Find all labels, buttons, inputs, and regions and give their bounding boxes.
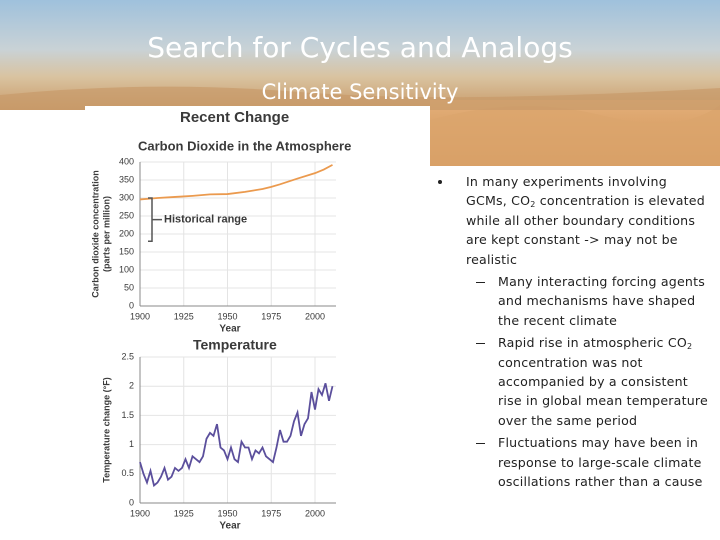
y-tick-label: 400 [119,156,134,166]
x-tick-label: 1925 [174,508,194,518]
sub-bullet: Many interacting forcing agents and mech… [432,272,708,330]
x-tick-label: 1900 [130,311,150,321]
panel-title: Recent Change [180,109,289,126]
y-tick-label: 2.5 [121,351,134,361]
annotation: Historical range [164,214,247,226]
text-run: Many interacting forcing agents and mech… [498,274,706,328]
y-tick-label: 150 [119,246,134,256]
dune-shape [0,86,720,110]
data-line [139,164,333,201]
y-tick-label: 0 [129,497,134,507]
bullet: In many experiments involving GCMs, CO2 … [432,172,708,269]
slide-title: Search for Cycles and Analogs [147,31,572,64]
text-run: Rapid rise in atmospheric CO [498,335,687,351]
y-tick-label: 0.5 [121,468,134,478]
x-tick-label: 1950 [217,508,237,518]
chart-title: Temperature [193,337,277,353]
sub-bullet: Rapid rise in atmospheric CO2 concentrat… [432,333,708,430]
sub-bullet: Fluctuations may have been in response t… [432,433,708,491]
y-tick-label: 250 [119,210,134,220]
subscript: 2 [686,342,693,352]
x-tick-label: 1975 [261,508,281,518]
x-axis-label: Year [219,521,240,532]
text-run: Fluctuations may have been in response t… [498,435,703,490]
text-run: concentration is elevated while all othe… [466,193,705,267]
x-tick-label: 2000 [305,311,325,321]
bullet-dot [438,180,442,184]
y-tick-label: 1.5 [121,410,134,420]
x-tick-label: 1950 [217,311,237,321]
y-axis-label: Carbon dioxide concentration [90,170,100,298]
bullet-dash [476,282,485,284]
y-tick-label: 1 [129,439,134,449]
y-tick-label: 350 [119,174,134,184]
y-tick-label: 2 [129,381,134,391]
y-tick-label: 200 [119,228,134,238]
chart-panel [85,106,430,540]
subscript: 2 [530,200,536,210]
y-tick-label: 100 [119,264,134,274]
slide-subtitle: Climate Sensitivity [262,80,459,104]
y-tick-label: 50 [124,282,134,292]
bullet-dash [476,443,485,445]
text-run: In many experiments involving GCMs, CO [466,174,667,209]
data-line [139,383,334,488]
x-tick-label: 1925 [174,311,194,321]
range-bracket [148,197,162,242]
x-tick-label: 1900 [130,508,150,518]
y-tick-label: 300 [119,192,134,202]
bullet-text: In many experiments involving GCMs, CO2 … [432,172,708,492]
dune-shape [430,105,720,166]
x-tick-label: 2000 [305,508,325,518]
y-axis-label: (parts per million) [101,196,111,272]
y-axis-label: Temperature change (°F) [101,377,111,482]
text-run: concentration was not accompanied by a c… [498,354,708,428]
bullet-dash [476,343,485,345]
chart-title: Carbon Dioxide in the Atmosphere [138,138,351,153]
x-tick-label: 1975 [261,311,281,321]
y-tick-label: 0 [129,300,134,310]
x-axis-label: Year [219,324,240,335]
